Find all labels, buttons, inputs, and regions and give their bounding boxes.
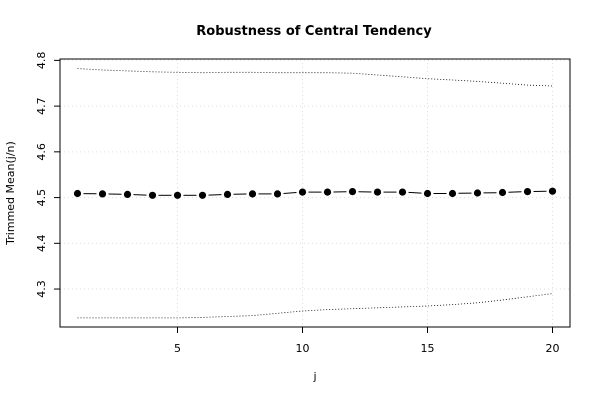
data-point xyxy=(273,190,282,198)
data-point xyxy=(548,187,557,195)
y-tick-label: 4.4 xyxy=(35,235,48,253)
data-point xyxy=(448,189,457,198)
data-point xyxy=(223,190,232,198)
data-point xyxy=(523,188,532,196)
data-point xyxy=(348,188,357,196)
x-axis-label: j xyxy=(312,370,316,383)
y-tick-label: 4.7 xyxy=(35,97,48,115)
plot-frame xyxy=(59,58,571,328)
series-line xyxy=(77,293,553,319)
data-point xyxy=(323,188,332,196)
series-2 xyxy=(77,293,553,319)
series-segment xyxy=(408,191,422,194)
y-axis: 4.3 4.4 4.5 4.6 4.7 4.8 xyxy=(35,52,60,298)
data-point xyxy=(498,188,507,197)
data-point xyxy=(473,189,482,197)
data-point xyxy=(123,190,132,198)
data-point xyxy=(173,191,182,199)
x-tick-label: 5 xyxy=(174,342,181,355)
series-line xyxy=(77,68,553,87)
series-layer xyxy=(73,68,557,319)
series-segment xyxy=(133,194,147,196)
x-tick-label: 10 xyxy=(296,342,310,355)
series-segment xyxy=(508,191,522,193)
x-tick-label: 20 xyxy=(546,342,560,355)
y-tick-label: 4.3 xyxy=(35,280,48,298)
x-axis: 5 10 15 20 xyxy=(174,327,560,355)
series-segment xyxy=(283,192,297,194)
series-0 xyxy=(73,187,557,199)
data-point xyxy=(373,188,382,196)
data-point xyxy=(298,188,307,196)
data-point xyxy=(398,188,407,196)
x-tick-label: 15 xyxy=(421,342,435,355)
y-tick-label: 4.5 xyxy=(35,189,48,207)
y-axis-label: Trimmed Mean(j/n) xyxy=(4,141,17,246)
series-segment xyxy=(208,194,222,196)
data-point xyxy=(73,189,82,198)
data-point xyxy=(198,191,207,199)
data-point xyxy=(248,190,257,198)
grid xyxy=(60,59,570,327)
y-tick-label: 4.8 xyxy=(35,52,48,69)
data-point xyxy=(423,189,432,198)
y-tick-label: 4.6 xyxy=(35,143,48,161)
series-1 xyxy=(77,68,553,87)
data-point xyxy=(148,191,157,199)
data-point xyxy=(98,190,107,198)
chart-title: Robustness of Central Tendency xyxy=(196,24,432,39)
